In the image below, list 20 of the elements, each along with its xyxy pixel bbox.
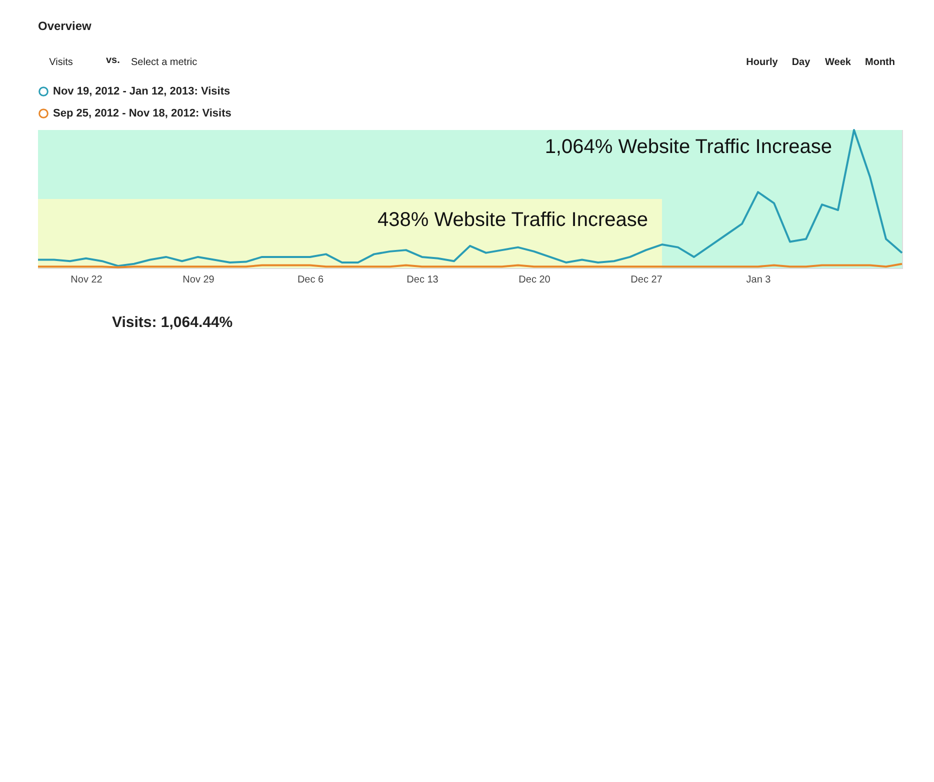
x-tick-label: Dec 13	[406, 274, 439, 286]
x-tick-label: Dec 6	[297, 274, 324, 286]
text: Overview	[38, 19, 92, 33]
band-label: 438% Website Traffic Increase	[377, 209, 648, 231]
x-tick-label: Dec 20	[518, 274, 551, 286]
x-tick-label: Dec 27	[630, 274, 663, 286]
x-tick-label: Nov 29	[182, 274, 215, 286]
text: Hourly	[746, 57, 778, 68]
x-tick-label: Jan 3	[746, 274, 772, 286]
text: vs.	[106, 55, 120, 66]
legend-label: Nov 19, 2012 - Jan 12, 2013: Visits	[53, 86, 230, 98]
text: Visits: 1,064.44%	[112, 314, 233, 331]
text: Visits	[49, 57, 73, 68]
text: Day	[792, 57, 811, 68]
text: Select a metric	[131, 57, 198, 68]
band-label: 1,064% Website Traffic Increase	[544, 136, 832, 158]
text: Week	[825, 57, 852, 68]
x-tick-label: Nov 22	[70, 274, 103, 286]
text: Month	[865, 57, 895, 68]
legend-label: Sep 25, 2012 - Nov 18, 2012: Visits	[53, 108, 232, 120]
